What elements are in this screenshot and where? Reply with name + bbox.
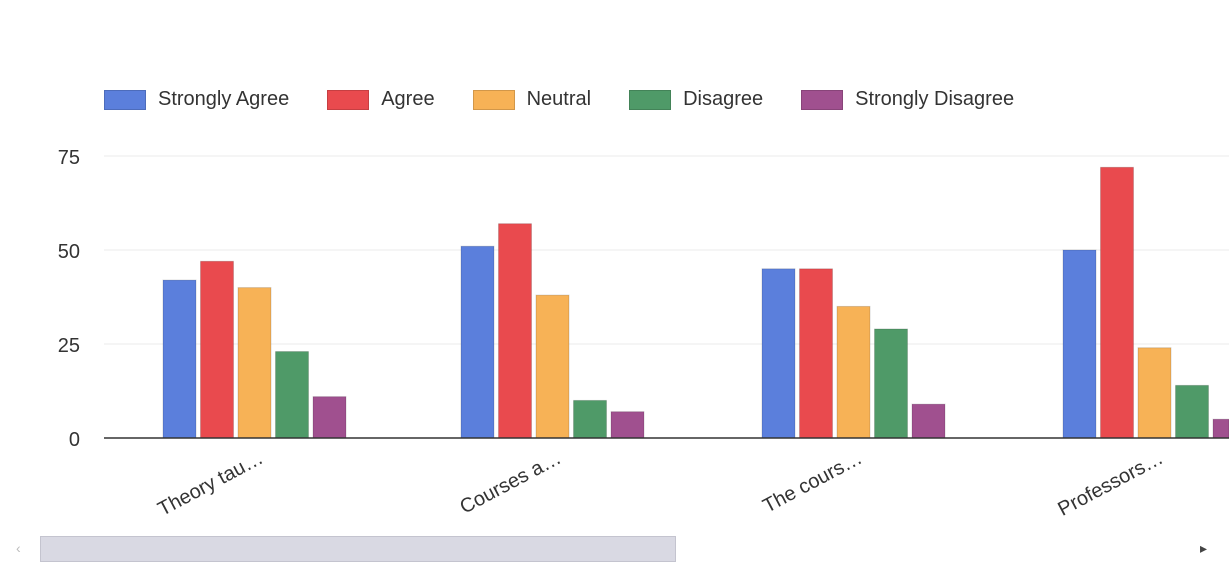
bar-strongly-disagree-1	[610, 411, 645, 439]
legend-item: Neutral	[472, 88, 592, 111]
legend-swatch	[629, 89, 672, 110]
bar-agree-2	[799, 268, 833, 439]
x-tick-label: Courses a…	[456, 447, 564, 519]
y-tick-label: 50	[58, 241, 80, 263]
legend-label: Disagree	[683, 88, 764, 110]
bar-strongly-agree-2	[761, 268, 796, 439]
bar-strongly-disagree-0	[312, 396, 347, 439]
scroll-thumb[interactable]	[40, 536, 676, 562]
legend-item: Strongly Agree	[104, 88, 289, 111]
legend-swatch	[327, 89, 370, 110]
bar-strongly-disagree-3	[1212, 418, 1229, 439]
chart: 0 25 50 75 Theory tau… Courses a… The cours… Pr…	[58, 147, 1229, 521]
bar-strongly-agree-0	[162, 279, 197, 439]
bar-neutral-1	[535, 294, 570, 439]
bar-disagree-1	[573, 399, 607, 439]
x-tick-label: Professors…	[1054, 447, 1166, 521]
bar-disagree-0	[275, 351, 309, 439]
x-tick-label: Theory tau…	[154, 447, 266, 521]
bar-strongly-agree-3	[1062, 249, 1097, 439]
legend-item: Disagree	[629, 88, 763, 111]
x-tick-label: The cours…	[759, 447, 866, 518]
bar-agree-3	[1100, 166, 1134, 439]
legend-label: Strongly Disagree	[855, 88, 1015, 110]
y-tick-label: 25	[58, 335, 80, 357]
bar-neutral-2	[836, 305, 871, 439]
bar-disagree-3	[1175, 384, 1209, 439]
legend-swatch	[104, 89, 146, 110]
scroll-left-icon[interactable]: ‹	[16, 540, 21, 556]
horizontal-scrollbar[interactable]: ‹ ▸	[0, 536, 1229, 564]
chart-legend: Strongly Agree Agree Neutral Disagree Strong…	[104, 88, 1052, 111]
legend-item: Strongly Disagree	[801, 88, 1014, 111]
y-tick-label: 75	[58, 147, 80, 169]
y-tick-label: 0	[69, 429, 80, 451]
scroll-right-icon[interactable]: ▸	[1200, 540, 1208, 556]
legend-swatch	[472, 89, 515, 110]
legend-label: Agree	[381, 88, 435, 110]
chart-canvas: 0 25 50 75 Theory tau… Courses a… The cours… Pr…	[58, 147, 1229, 521]
bar-disagree-2	[874, 328, 908, 439]
bar-neutral-3	[1137, 347, 1172, 439]
bar-agree-1	[498, 223, 532, 439]
bar-agree-0	[200, 260, 234, 439]
bar-strongly-agree-1	[460, 245, 495, 439]
bar-neutral-0	[237, 287, 272, 439]
bar-strongly-disagree-2	[911, 403, 946, 439]
legend-item: Agree	[327, 88, 435, 111]
legend-label: Neutral	[526, 88, 592, 110]
legend-label: Strongly Agree	[158, 88, 290, 110]
legend-swatch	[801, 89, 844, 110]
